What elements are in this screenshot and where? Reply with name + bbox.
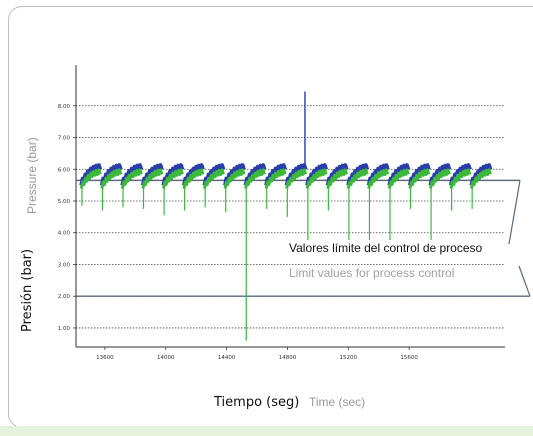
y-tick-label: 4.00 [58,231,71,237]
x-axis-label-en: Time (sec) [308,395,366,409]
green-series-cycle [203,168,225,189]
x-tick-label: 15200 [340,355,358,361]
y-tick-label: 3.00 [58,262,71,268]
upper-limit-connector [508,180,521,245]
y-tick-label: 8.00 [58,104,71,110]
green-series-cycle [449,168,472,189]
x-axis-label: Tiempo (seg) Time (sec) [214,394,365,410]
green-series-cycle [120,168,143,189]
y-tick-label: 2.00 [58,294,71,300]
green-series-cycle [285,168,308,189]
grid-lines [76,105,505,329]
green-series-cycle [79,168,102,189]
x-tick-label: 14000 [157,355,175,361]
axes [75,65,505,348]
series-layer [79,91,493,341]
lower-limit-connector [518,265,531,297]
chart-card [8,6,533,428]
green-series-cycle [470,168,492,189]
tick-labels: 1.00 2.00 3.00 4.00 5.00 6.00 7.00 8.00 13600 140… [58,104,419,361]
x-tick-label: 14800 [279,355,297,361]
y-axis-label-en: Pressure (bar) [25,137,39,214]
green-series-cycle [141,168,164,189]
limit-label-es: Valores límite del control de proceso [289,240,485,256]
y-tick-label: 5.00 [58,199,71,205]
y-tick-label: 7.00 [58,136,71,142]
bottom-band [0,426,533,436]
green-series-cycle [326,168,349,189]
green-series-cycle [223,168,246,189]
green-series-cycle [244,168,266,189]
green-series-cycle [408,168,431,189]
x-tick-label: 14400 [218,355,236,361]
green-series-cycle [162,168,184,189]
green-series-cycle [387,168,410,189]
y-axis-label-es: Presión (bar) [20,248,35,332]
x-tick-label: 13600 [96,355,114,361]
green-series-cycle [367,168,390,189]
green-series-cycle [182,168,205,189]
y-tick-label: 1.00 [58,326,71,332]
x-tick-label: 15600 [400,355,418,361]
y-tick-label: 6.00 [58,167,71,173]
green-series-cycle [264,168,287,189]
limit-label-en: Limit values for process control [289,265,457,281]
green-series-cycle [429,168,451,189]
green-series-cycle [100,168,123,189]
x-axis-label-es: Tiempo (seg) [214,395,300,410]
green-series-cycle [346,168,369,189]
green-series-cycle [305,168,328,189]
